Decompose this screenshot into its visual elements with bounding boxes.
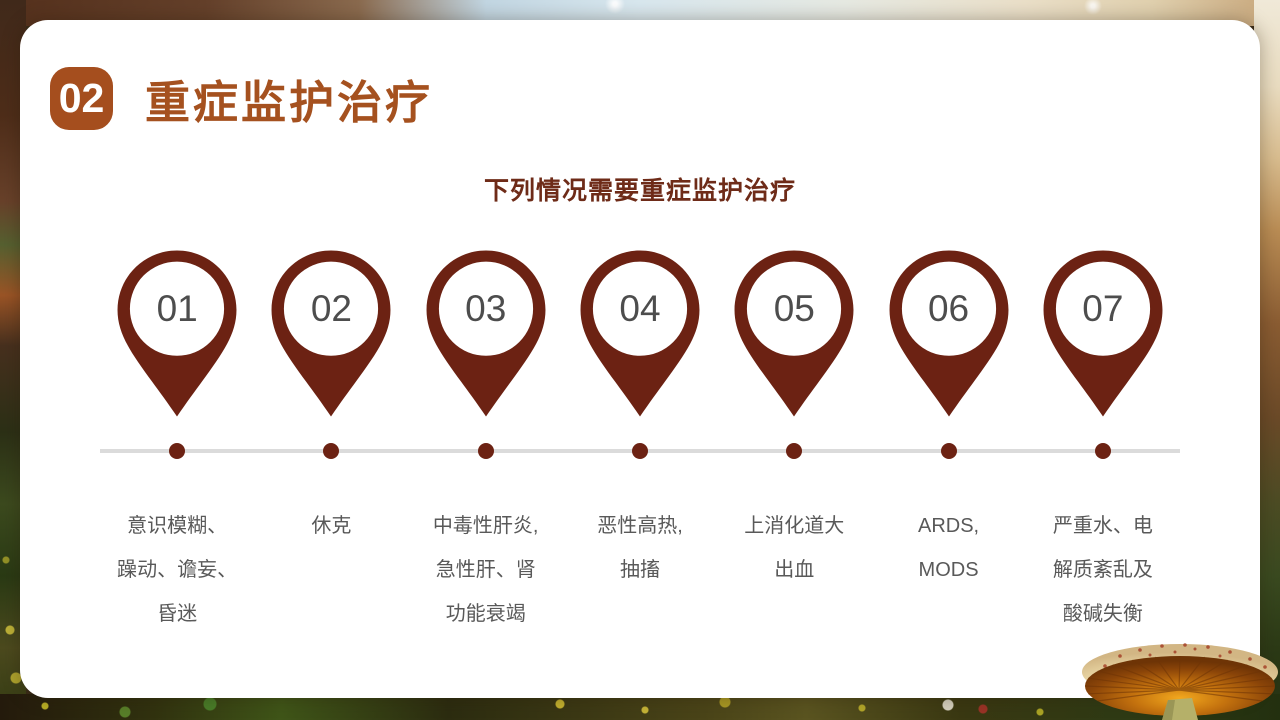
label-line: 酸碱失衡: [1062, 603, 1143, 625]
pin-number: 04: [619, 288, 661, 329]
map-pin-5: 05: [732, 248, 856, 419]
timeline-dot: [1094, 443, 1111, 459]
timeline-dot: [169, 443, 186, 459]
slide-header: 02 重症监护治疗: [50, 66, 433, 130]
label-line: 出血: [774, 559, 815, 581]
mushroom-image: [1082, 643, 1278, 720]
timeline-dot: [323, 443, 340, 459]
label-line: 急性肝、肾: [435, 559, 536, 581]
slide-card: 02 重症监护治疗 下列情况需要重症监护治疗 01 意识模糊、 躁动、谵妄、: [20, 20, 1260, 698]
map-pin-icon: [734, 250, 854, 417]
label-line: ARDS,: [917, 515, 980, 537]
label-line: 中毒性肝炎,: [432, 515, 539, 537]
map-pin-icon: [889, 250, 1009, 417]
label-line: 意识模糊、: [127, 515, 228, 537]
timeline-item-5: 05 上消化道大 出血: [717, 248, 871, 636]
pin-number: 02: [310, 288, 352, 329]
label-line: 休克: [311, 515, 352, 537]
timeline-dot: [940, 443, 957, 459]
timeline-label: ARDS, MODS: [918, 504, 979, 592]
timeline-item-6: 06 ARDS, MODS: [871, 248, 1025, 636]
label-line: 功能衰竭: [445, 603, 526, 625]
section-number-badge: 02: [50, 66, 113, 130]
timeline-dot: [631, 443, 648, 459]
pin-number: 07: [1082, 288, 1124, 329]
pin-number: 05: [773, 288, 815, 329]
timeline-label: 休克: [311, 504, 351, 548]
pin-number: 06: [927, 288, 970, 329]
label-line: 躁动、谵妄、: [117, 559, 238, 581]
timeline-item-1: 01 意识模糊、 躁动、谵妄、 昏迷: [100, 248, 254, 636]
map-pin-4: 04: [578, 248, 702, 419]
timeline-dot: [477, 443, 494, 459]
slide-subtitle: 下列情况需要重症监护治疗: [483, 177, 796, 205]
timeline-label: 恶性高热, 抽搐: [597, 504, 683, 592]
map-pin-2: 02: [269, 248, 393, 419]
map-pin-1: 01: [115, 248, 239, 419]
map-pin-icon: [426, 250, 546, 417]
map-pin-icon: [580, 250, 700, 417]
label-line: 严重水、电: [1052, 515, 1153, 537]
timeline-dot: [786, 443, 803, 459]
timeline-label: 意识模糊、 躁动、谵妄、 昏迷: [117, 504, 237, 636]
pin-number: 01: [156, 288, 198, 329]
timeline-label: 严重水、电 解质紊乱及 酸碱失衡: [1053, 504, 1153, 636]
timeline-item-4: 04 恶性高热, 抽搐: [563, 248, 717, 636]
timeline-item-7: 07 严重水、电 解质紊乱及 酸碱失衡: [1026, 248, 1180, 636]
background-forest-strip: [0, 694, 1280, 720]
timeline-label: 上消化道大 出血: [744, 504, 844, 592]
map-pin-3: 03: [424, 248, 548, 419]
map-pin-7: 07: [1041, 248, 1165, 419]
label-line: 昏迷: [157, 603, 198, 625]
timeline-item-2: 02 休克: [254, 248, 408, 636]
map-pin-icon: [117, 250, 237, 417]
label-line: 解质紊乱及: [1052, 559, 1153, 581]
timeline-columns: 01 意识模糊、 躁动、谵妄、 昏迷 02: [100, 248, 1180, 636]
timeline: 01 意识模糊、 躁动、谵妄、 昏迷 02: [100, 248, 1180, 636]
page-title: 重症监护治疗: [145, 77, 434, 128]
timeline-label: 中毒性肝炎, 急性肝、肾 功能衰竭: [433, 504, 539, 636]
map-pin-icon: [1043, 250, 1163, 417]
map-pin-icon: [271, 250, 391, 417]
label-line: 抽搐: [619, 559, 660, 581]
map-pin-6: 06: [887, 248, 1011, 419]
label-line: 恶性高热,: [597, 515, 683, 537]
label-line: 上消化道大: [744, 515, 845, 537]
pin-number: 03: [465, 288, 507, 329]
label-line: MODS: [918, 559, 979, 581]
timeline-item-3: 03 中毒性肝炎, 急性肝、肾 功能衰竭: [409, 248, 563, 636]
